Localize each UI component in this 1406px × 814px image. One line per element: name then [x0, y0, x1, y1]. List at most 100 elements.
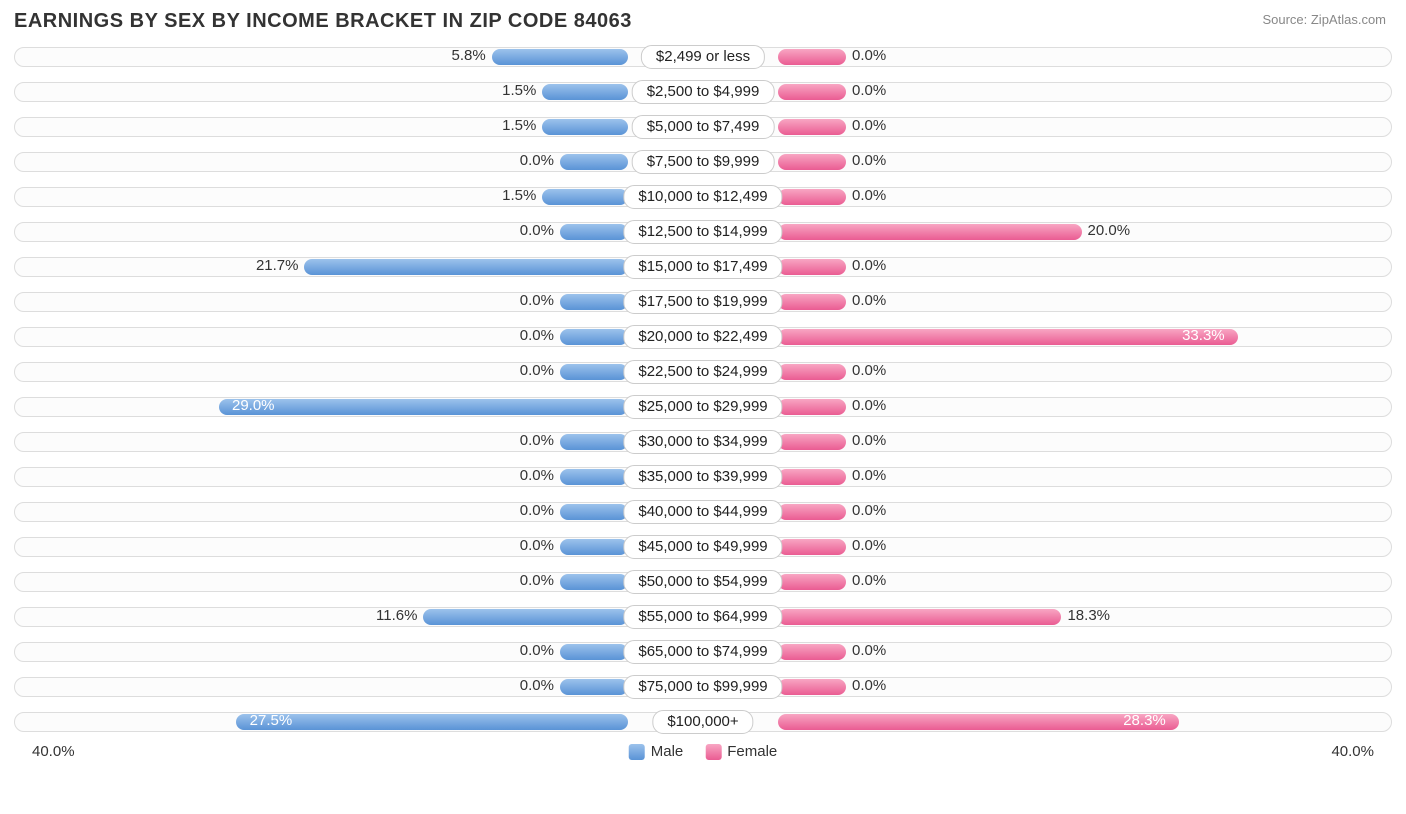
male-value: 1.5%	[502, 82, 536, 99]
chart-row: 27.5% 28.3% $100,000+	[14, 706, 1392, 737]
female-value: 0.0%	[852, 432, 886, 449]
female-bar	[778, 609, 1061, 625]
female-value: 0.0%	[852, 642, 886, 659]
male-value: 29.0%	[232, 397, 275, 414]
female-bar	[778, 224, 1082, 240]
male-bar	[560, 469, 628, 485]
male-bar	[560, 294, 628, 310]
female-value: 0.0%	[852, 572, 886, 589]
bracket-label: $20,000 to $22,499	[623, 325, 782, 349]
source-attribution: Source: ZipAtlas.com	[1262, 12, 1386, 27]
bracket-label: $65,000 to $74,999	[623, 640, 782, 664]
female-bar	[778, 644, 846, 660]
female-value: 20.0%	[1088, 222, 1131, 239]
male-bar	[560, 574, 628, 590]
chart-row: 0.0% 0.0% $65,000 to $74,999	[14, 636, 1392, 667]
male-value: 0.0%	[520, 292, 554, 309]
female-value: 0.0%	[852, 257, 886, 274]
chart-row: 21.7% 0.0% $15,000 to $17,499	[14, 251, 1392, 282]
male-bar	[492, 49, 628, 65]
male-bar	[236, 714, 628, 730]
male-value: 0.0%	[520, 677, 554, 694]
chart-row: 5.8%0.0%$2,499 or less	[14, 41, 1392, 72]
male-bar	[542, 189, 628, 205]
female-bar	[778, 679, 846, 695]
female-value: 0.0%	[852, 537, 886, 554]
male-value: 0.0%	[520, 432, 554, 449]
female-bar	[778, 49, 846, 65]
bracket-label: $50,000 to $54,999	[623, 570, 782, 594]
chart-row: 1.5%0.0%$10,000 to $12,499	[14, 181, 1392, 212]
bracket-label: $17,500 to $19,999	[623, 290, 782, 314]
male-bar	[560, 224, 628, 240]
female-swatch-icon	[705, 744, 721, 760]
axis-max-right: 40.0%	[1331, 743, 1374, 760]
female-value: 0.0%	[852, 502, 886, 519]
chart-row: 1.5%0.0%$5,000 to $7,499	[14, 111, 1392, 142]
chart-row: 0.0%0.0%$17,500 to $19,999	[14, 286, 1392, 317]
male-value: 0.0%	[520, 222, 554, 239]
chart-title: EARNINGS BY SEX BY INCOME BRACKET IN ZIP…	[14, 10, 1392, 33]
bracket-label: $15,000 to $17,499	[623, 255, 782, 279]
male-bar	[560, 504, 628, 520]
legend-female: Female	[705, 743, 777, 760]
male-bar	[560, 644, 628, 660]
chart-row: 0.0%0.0%$40,000 to $44,999	[14, 496, 1392, 527]
bracket-label: $25,000 to $29,999	[623, 395, 782, 419]
male-bar	[542, 119, 628, 135]
male-value: 0.0%	[520, 362, 554, 379]
female-bar	[778, 714, 1179, 730]
bracket-label: $40,000 to $44,999	[623, 500, 782, 524]
male-value: 0.0%	[520, 642, 554, 659]
female-bar	[778, 469, 846, 485]
female-value: 0.0%	[852, 397, 886, 414]
legend-female-label: Female	[727, 743, 777, 760]
bracket-label: $12,500 to $14,999	[623, 220, 782, 244]
male-bar	[304, 259, 628, 275]
male-value: 27.5%	[250, 712, 293, 729]
female-bar	[778, 294, 846, 310]
female-bar	[778, 329, 1238, 345]
male-value: 21.7%	[256, 257, 299, 274]
chart-row: 0.0% 0.0% $50,000 to $54,999	[14, 566, 1392, 597]
bracket-label: $2,499 or less	[641, 45, 765, 69]
male-value: 11.6%	[376, 607, 417, 624]
female-bar	[778, 504, 846, 520]
male-bar	[560, 679, 628, 695]
male-bar	[560, 364, 628, 380]
chart-row: 0.0%0.0%$30,000 to $34,999	[14, 426, 1392, 457]
female-bar	[778, 434, 846, 450]
bracket-label: $100,000+	[652, 710, 753, 734]
male-value: 0.0%	[520, 152, 554, 169]
female-bar	[778, 364, 846, 380]
axis-max-left: 40.0%	[32, 743, 75, 760]
chart-row: 29.0% 0.0% $25,000 to $29,999	[14, 391, 1392, 422]
male-swatch-icon	[629, 744, 645, 760]
male-value: 1.5%	[502, 187, 536, 204]
female-value: 0.0%	[852, 47, 886, 64]
male-value: 0.0%	[520, 327, 554, 344]
bracket-label: $35,000 to $39,999	[623, 465, 782, 489]
male-value: 1.5%	[502, 117, 536, 134]
male-value: 0.0%	[520, 572, 554, 589]
male-bar	[560, 434, 628, 450]
male-bar	[560, 154, 628, 170]
chart-row: 0.0% 0.0% $7,500 to $9,999	[14, 146, 1392, 177]
male-bar	[219, 399, 628, 415]
female-bar	[778, 259, 846, 275]
female-value: 18.3%	[1067, 607, 1110, 624]
female-bar	[778, 119, 846, 135]
bracket-label: $7,500 to $9,999	[632, 150, 775, 174]
female-value: 0.0%	[852, 152, 886, 169]
female-bar	[778, 539, 846, 555]
male-bar	[560, 329, 628, 345]
chart-row: 0.0%0.0%$75,000 to $99,999	[14, 671, 1392, 702]
female-bar	[778, 189, 846, 205]
chart-row: 0.0%0.0%$45,000 to $49,999	[14, 531, 1392, 562]
bracket-label: $10,000 to $12,499	[623, 185, 782, 209]
chart-row: 1.5%0.0%$2,500 to $4,999	[14, 76, 1392, 107]
female-value: 33.3%	[1182, 327, 1225, 344]
female-value: 28.3%	[1123, 712, 1166, 729]
female-value: 0.0%	[852, 362, 886, 379]
bracket-label: $45,000 to $49,999	[623, 535, 782, 559]
